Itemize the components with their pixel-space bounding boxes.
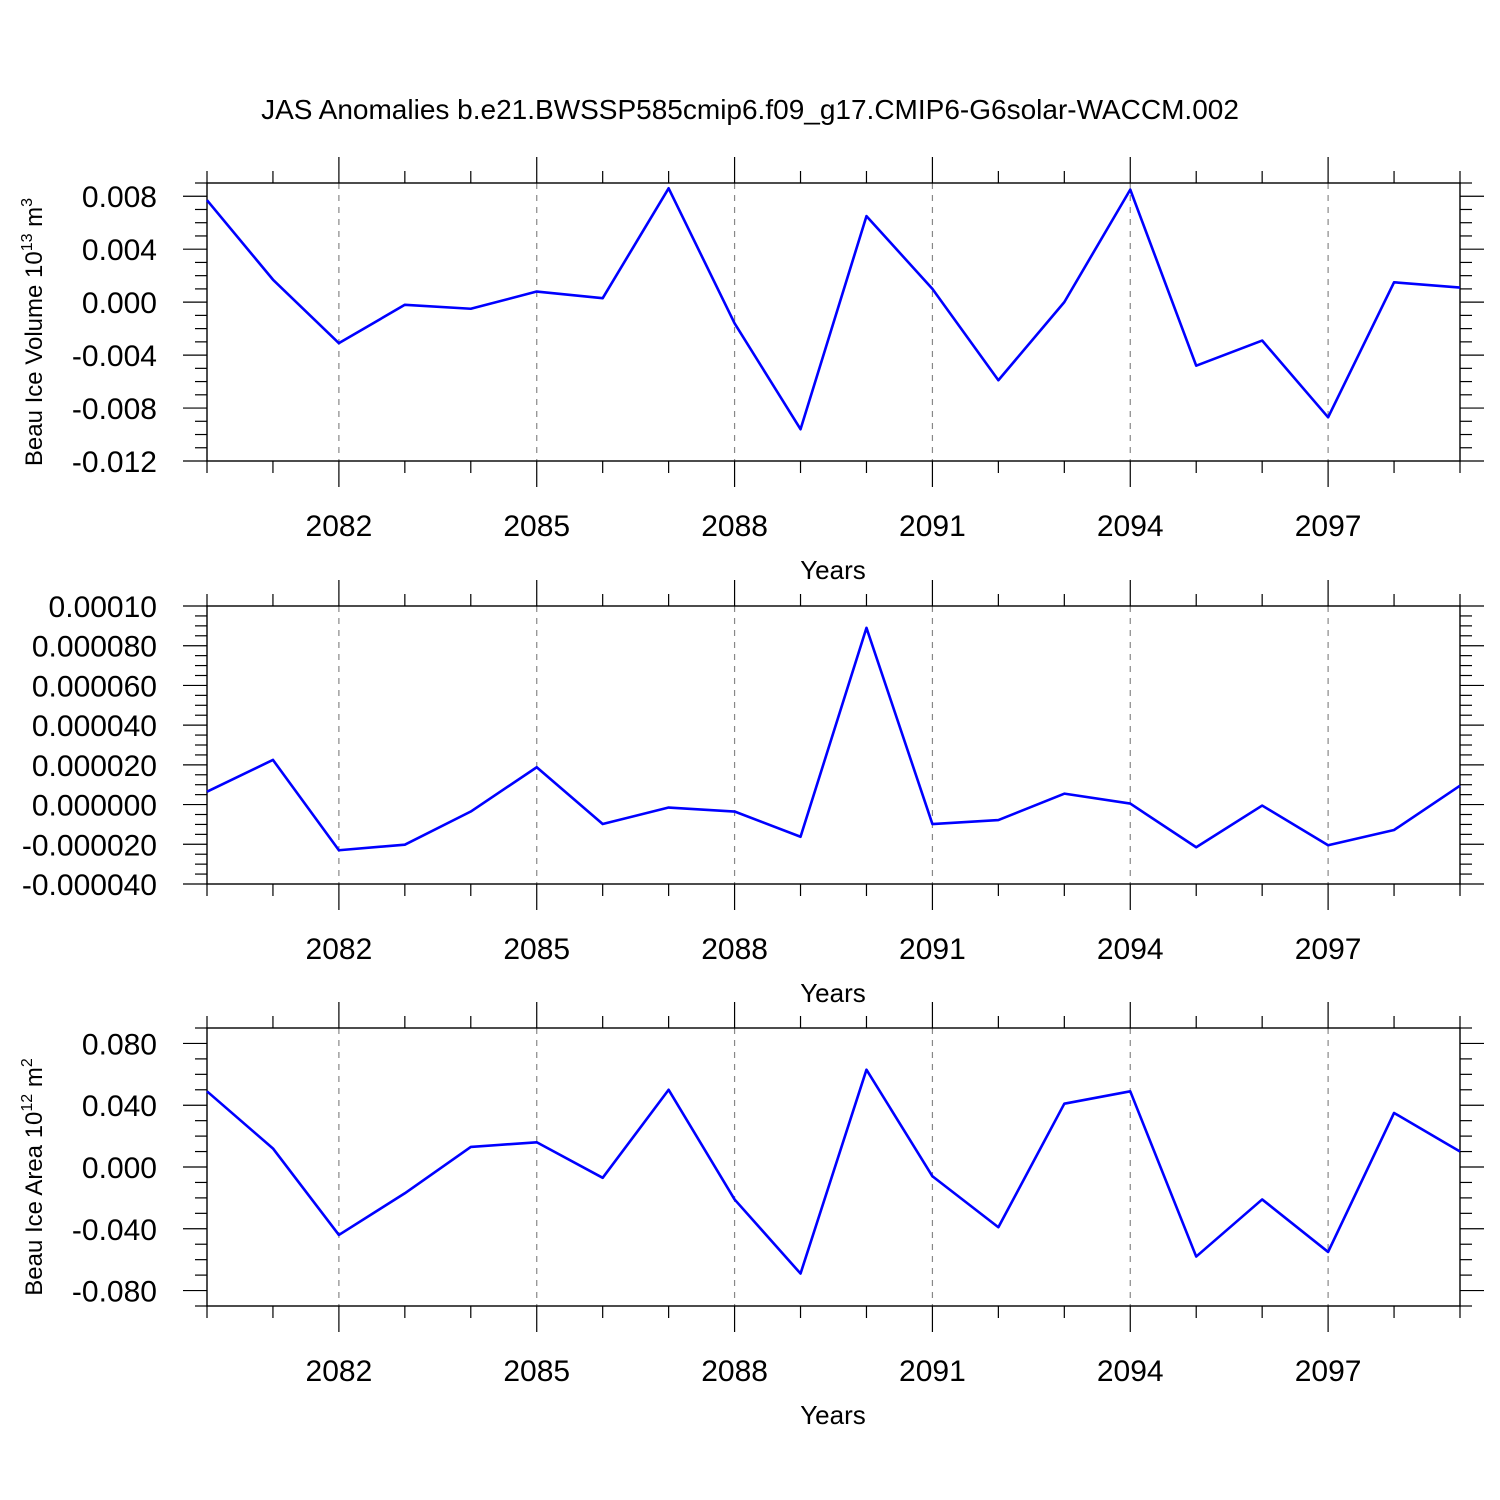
y-tick-label: 0.040 bbox=[82, 1090, 157, 1123]
x-tick-label: 2094 bbox=[1097, 933, 1164, 966]
y-tick-label: 0.080 bbox=[82, 1028, 157, 1061]
x-tick-label: 2094 bbox=[1097, 510, 1164, 543]
x-tick-label: 2088 bbox=[701, 1355, 768, 1388]
x-tick-label: 2091 bbox=[899, 933, 966, 966]
x-tick-label: 2082 bbox=[306, 933, 373, 966]
x-tick-label: 2082 bbox=[306, 510, 373, 543]
y-axis-label-exponent: 13 bbox=[19, 233, 36, 251]
y-axis-label-text: Beau Ice Area 10 bbox=[21, 1112, 48, 1296]
x-tick-label: 2097 bbox=[1295, 1355, 1362, 1388]
x-tick-label: 2088 bbox=[701, 933, 768, 966]
x-tick-label: 2085 bbox=[503, 510, 570, 543]
y-tick-label: 0.000020 bbox=[32, 750, 157, 783]
plot-frame bbox=[206, 605, 1461, 885]
x-tick-label: 2094 bbox=[1097, 1355, 1164, 1388]
panel-ice-volume: -0.012 -0.008 -0.004 0.000 0.004 0.008 2082 208… bbox=[19, 157, 1484, 585]
y-axis-label: Beau Ice Area 1012 m2 bbox=[19, 1058, 48, 1296]
y-tick-label: -0.000040 bbox=[22, 869, 157, 902]
y-tick-label: -0.040 bbox=[72, 1214, 157, 1247]
y-axis-label-unit: m bbox=[21, 1067, 48, 1094]
y-tick-label: -0.080 bbox=[72, 1276, 157, 1309]
x-tick-label: 2097 bbox=[1295, 933, 1362, 966]
y-tick-label: 0.008 bbox=[82, 181, 157, 214]
y-axis-label: Beau Ice Volume 1013 m3 bbox=[19, 198, 48, 466]
x-tick-label: 2082 bbox=[306, 1355, 373, 1388]
y-tick-label: 0.004 bbox=[82, 234, 157, 267]
y-tick-label: 0.000060 bbox=[32, 670, 157, 703]
y-tick-label: -0.004 bbox=[72, 340, 157, 373]
x-tick-label: 2085 bbox=[503, 1355, 570, 1388]
y-tick-label: 0.000000 bbox=[32, 790, 157, 823]
series-line bbox=[205, 186, 1461, 431]
panel-ice-area: -0.080 -0.040 0.000 0.040 0.080 2082 2085 2088 2… bbox=[19, 1002, 1484, 1430]
y-tick-label: -0.000020 bbox=[22, 829, 157, 862]
x-axis-label: Years bbox=[800, 1400, 866, 1430]
y-tick-label: 0.000 bbox=[82, 287, 157, 320]
series-line bbox=[206, 626, 1461, 852]
y-axis-label-unit: m bbox=[21, 207, 48, 234]
y-axis-label-text: Beau Ice Volume 10 bbox=[21, 251, 48, 466]
y-tick-label: -0.012 bbox=[72, 446, 157, 479]
y-tick-label: 0.000040 bbox=[32, 710, 157, 743]
x-tick-label: 2085 bbox=[503, 933, 570, 966]
plot-frame bbox=[206, 182, 1461, 462]
figure-title: JAS Anomalies b.e21.BWSSP585cmip6.f09_g1… bbox=[261, 94, 1239, 125]
x-tick-label: 2091 bbox=[899, 1355, 966, 1388]
panel-middle: -0.000040 -0.000020 0.000000 0.000020 0.0000… bbox=[22, 580, 1484, 1008]
x-axis-label: Years bbox=[800, 555, 866, 585]
y-axis-label-unit-exponent: 2 bbox=[19, 1058, 36, 1067]
y-tick-label: 0.000080 bbox=[32, 631, 157, 664]
x-tick-label: 2088 bbox=[701, 510, 768, 543]
x-tick-label: 2091 bbox=[899, 510, 966, 543]
series-line bbox=[206, 1068, 1461, 1275]
y-tick-label: 0.000 bbox=[82, 1152, 157, 1185]
plot-frame bbox=[206, 1027, 1461, 1307]
y-tick-label: -0.008 bbox=[72, 393, 157, 426]
y-axis-label-unit-exponent: 3 bbox=[19, 198, 36, 207]
x-tick-label: 2097 bbox=[1295, 510, 1362, 543]
y-axis-label-exponent: 12 bbox=[19, 1094, 36, 1112]
x-axis-label: Years bbox=[800, 978, 866, 1008]
y-tick-label: 0.00010 bbox=[49, 591, 157, 624]
